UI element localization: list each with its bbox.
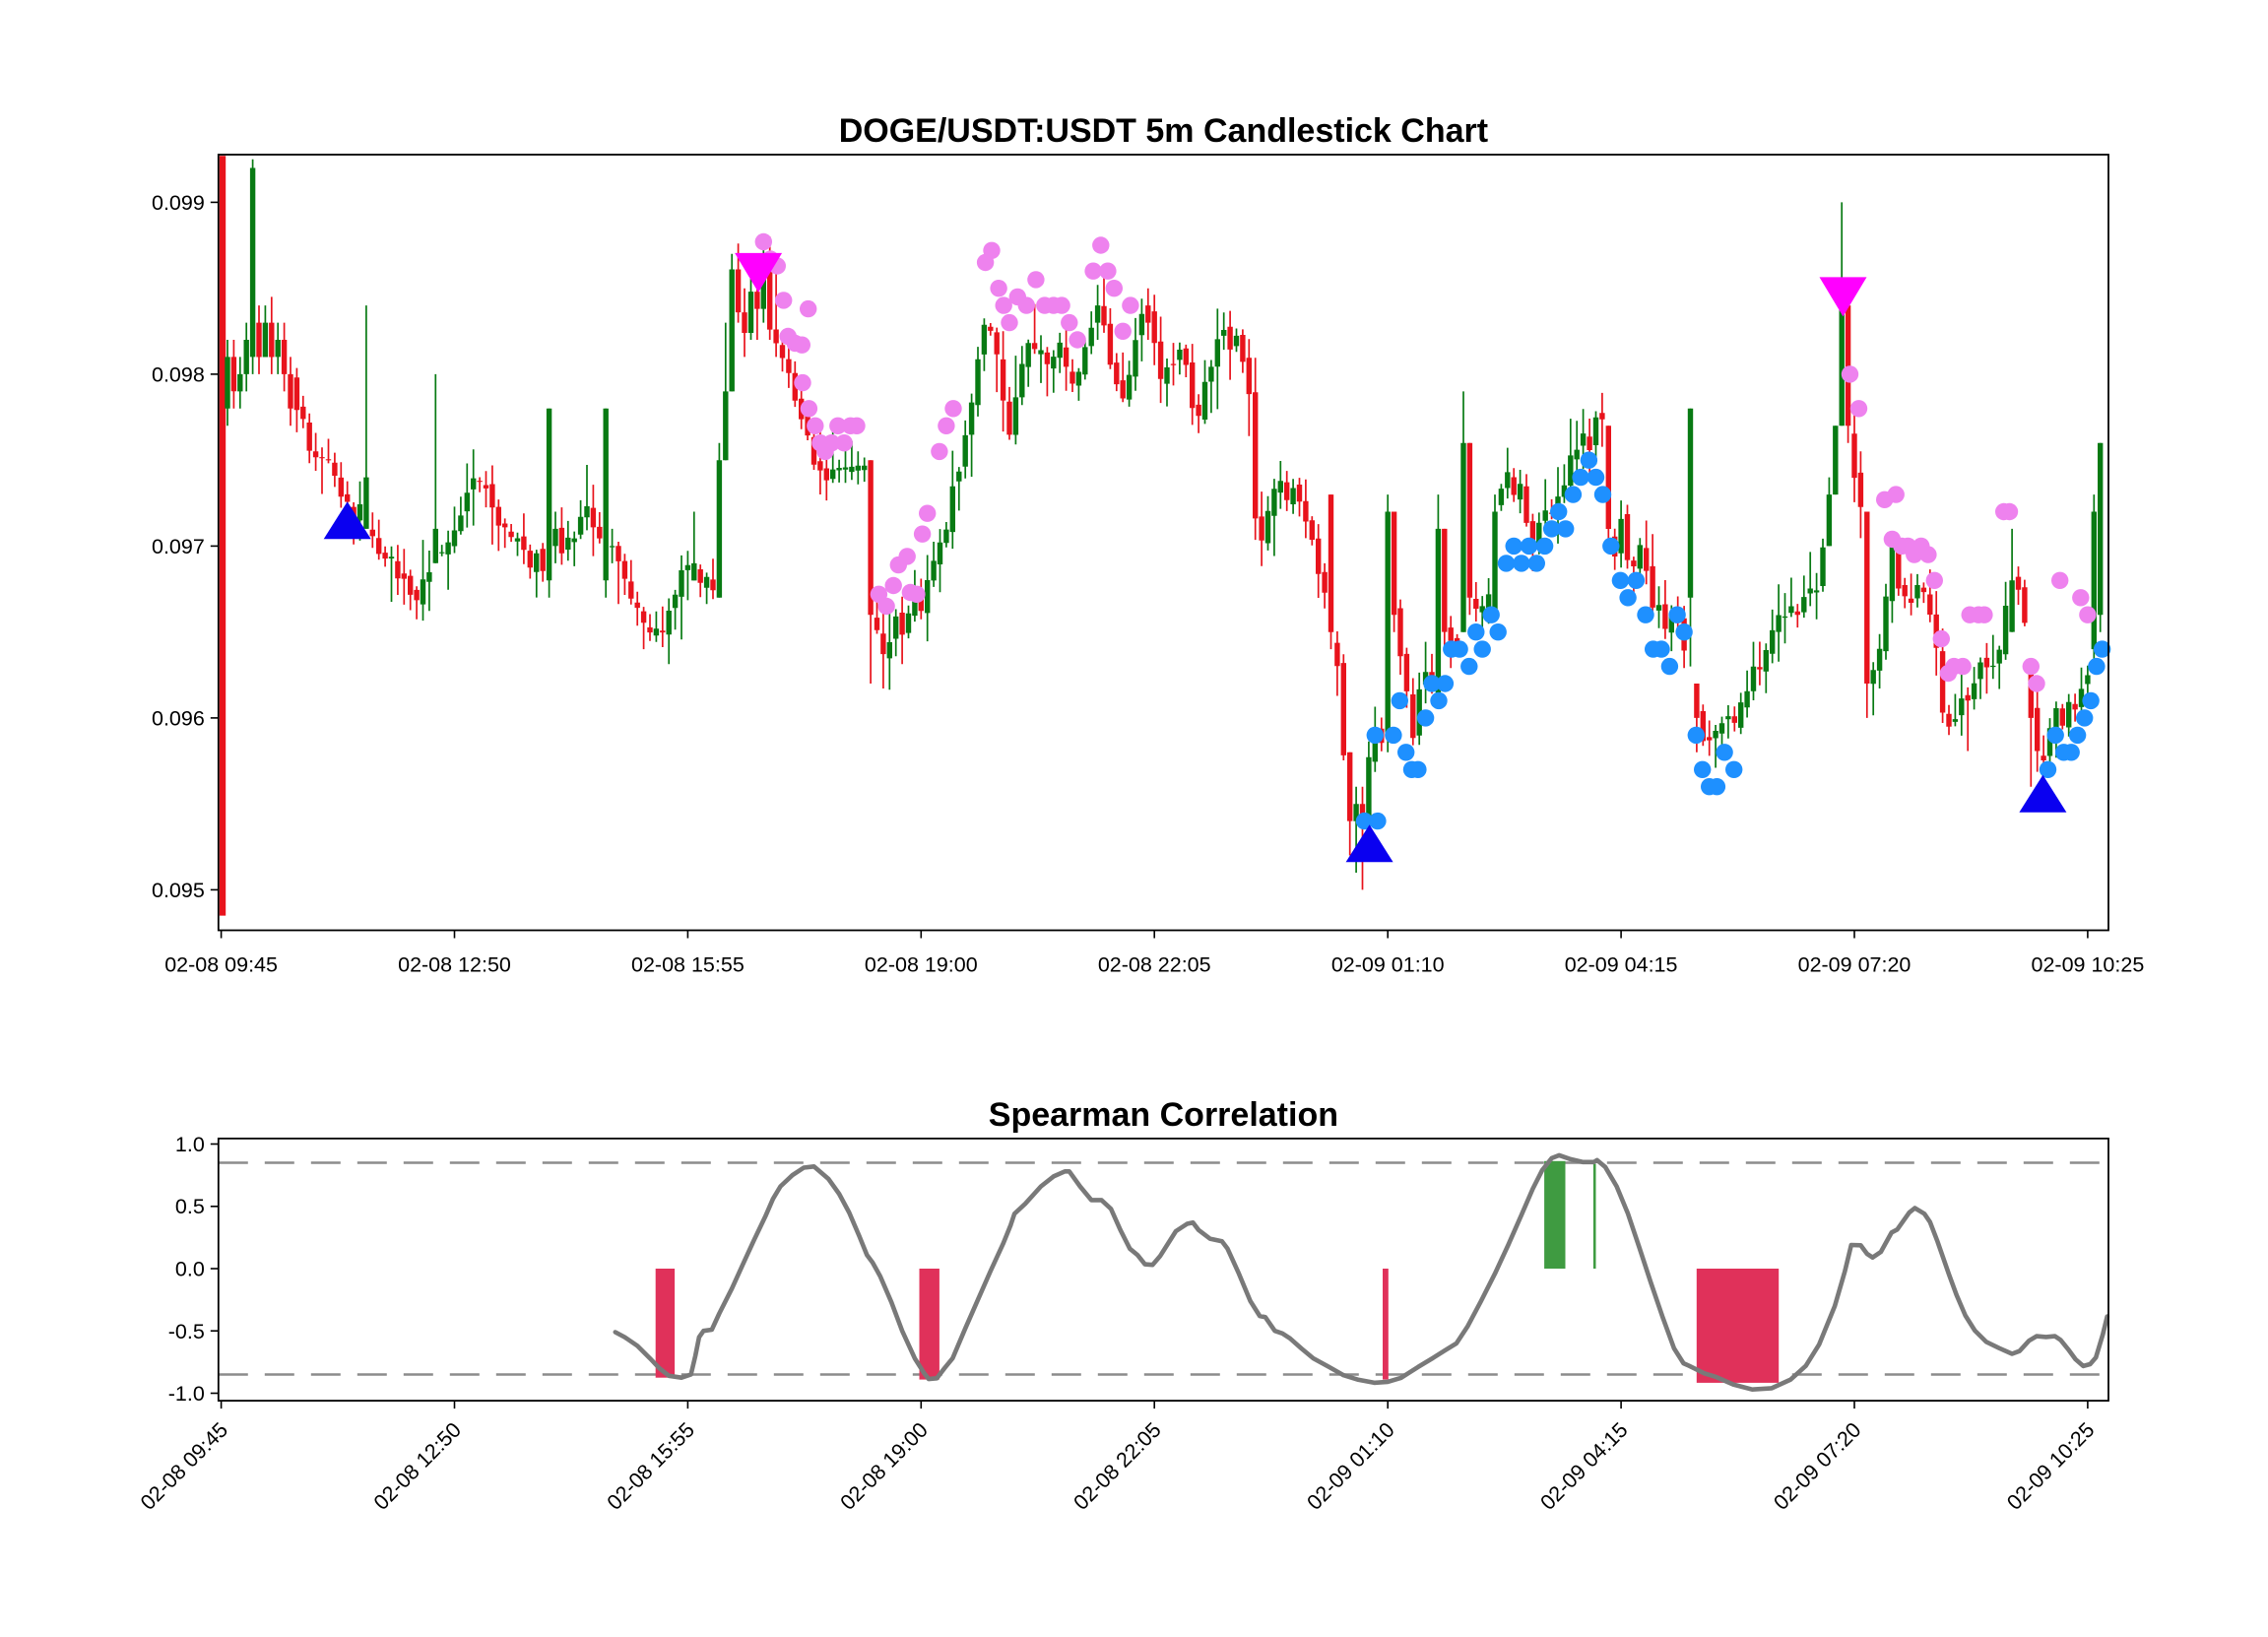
- svg-text:02-08 12:50: 02-08 12:50: [398, 953, 511, 977]
- svg-text:02-08 15:55: 02-08 15:55: [631, 953, 745, 977]
- svg-text:0.098: 0.098: [152, 362, 205, 386]
- svg-text:02-08 22:05: 02-08 22:05: [1098, 953, 1211, 977]
- svg-text:0.096: 0.096: [152, 706, 205, 730]
- svg-text:DOGE/USDT:USDT 5m Candlestick: DOGE/USDT:USDT 5m Candlestick Chart: [839, 112, 1488, 150]
- svg-text:02-09 04:15: 02-09 04:15: [1565, 953, 1678, 977]
- svg-text:-0.5: -0.5: [168, 1320, 205, 1343]
- svg-text:0.095: 0.095: [152, 879, 205, 902]
- svg-text:02-09 07:20: 02-09 07:20: [1798, 953, 1912, 977]
- svg-text:02-09 10:25: 02-09 10:25: [2032, 953, 2145, 977]
- svg-text:0.097: 0.097: [152, 535, 205, 558]
- svg-text:1.0: 1.0: [175, 1133, 205, 1156]
- svg-text:02-08 09:45: 02-08 09:45: [164, 953, 278, 977]
- svg-text:-1.0: -1.0: [168, 1382, 205, 1406]
- svg-text:0.099: 0.099: [152, 191, 205, 215]
- svg-text:02-08 19:00: 02-08 19:00: [865, 953, 978, 977]
- svg-text:0.5: 0.5: [175, 1195, 205, 1218]
- svg-text:0.0: 0.0: [175, 1258, 205, 1281]
- svg-text:02-09 01:10: 02-09 01:10: [1331, 953, 1445, 977]
- svg-text:Spearman Correlation: Spearman Correlation: [989, 1096, 1338, 1134]
